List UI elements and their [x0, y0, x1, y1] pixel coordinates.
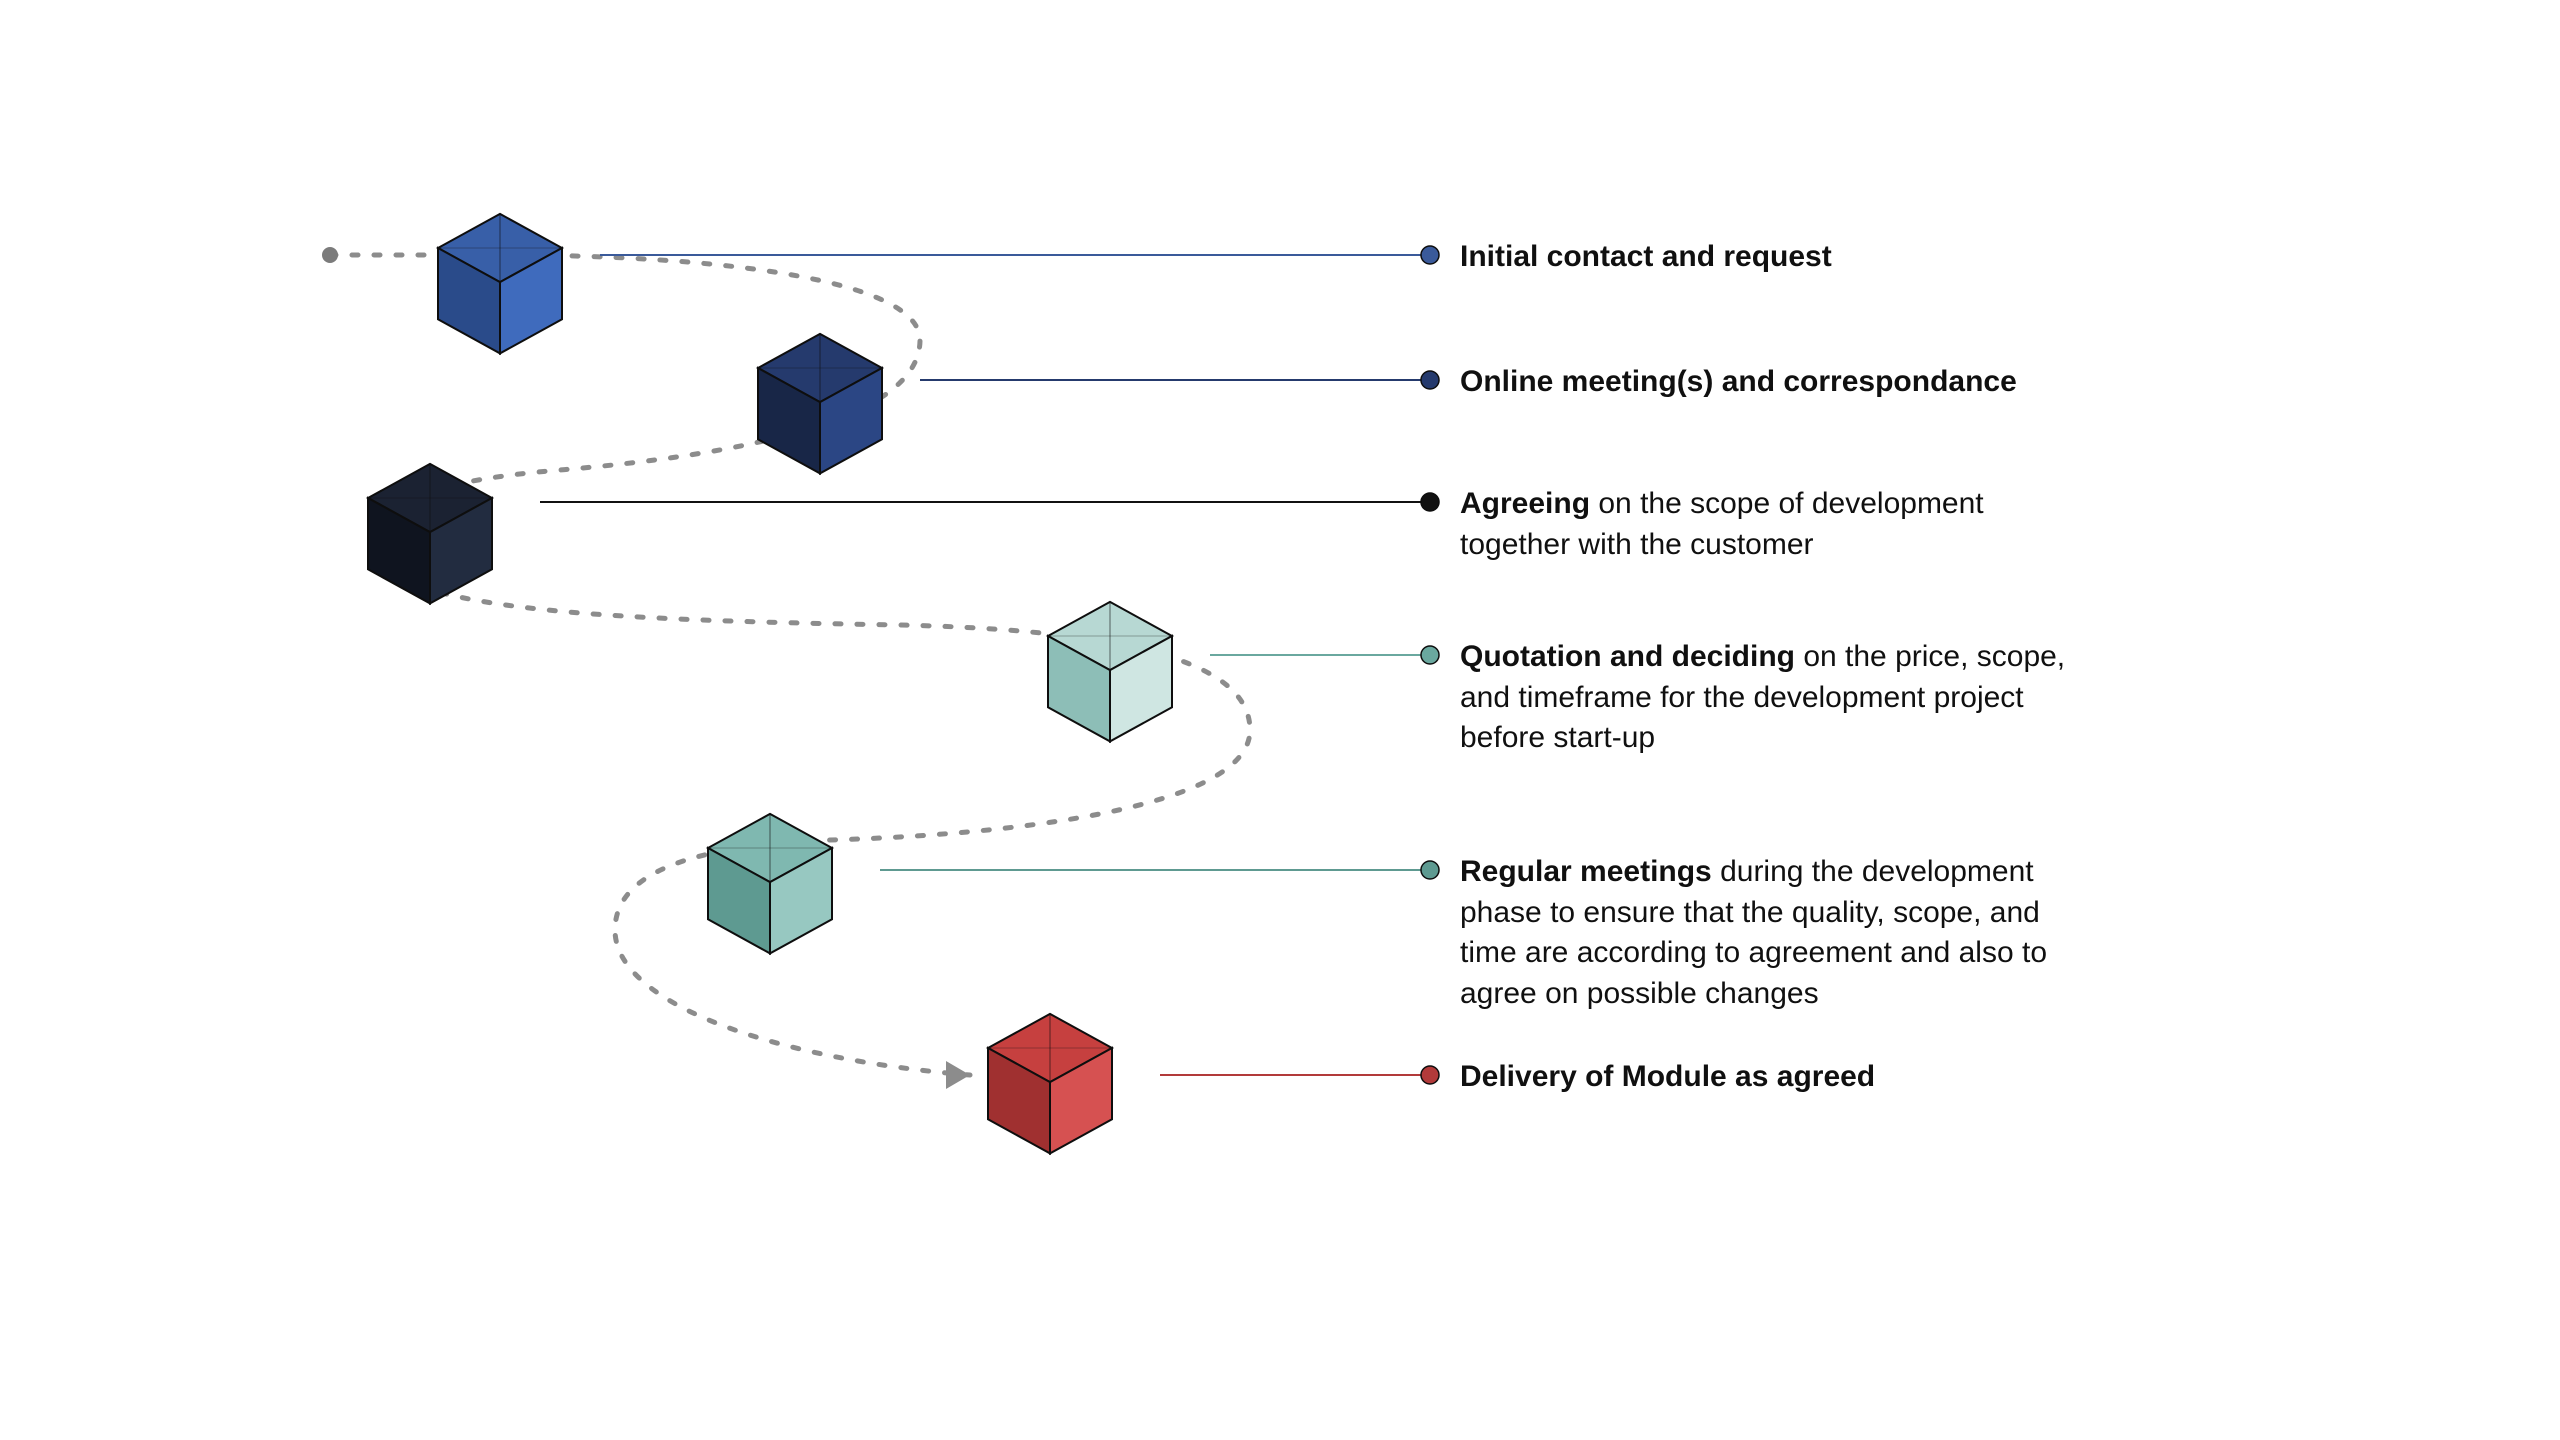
step5-bullet — [1421, 861, 1439, 879]
step4-label-bold: Quotation and deciding — [1460, 640, 1795, 673]
path-start-dot — [322, 247, 338, 263]
step6-label-bold: Delivery of Module as agreed — [1460, 1060, 1875, 1093]
path-arrowhead — [946, 1061, 970, 1089]
cube — [708, 814, 832, 954]
step5-label-bold: Regular meetings — [1460, 855, 1712, 888]
step2-label: Online meeting(s) and correspondance — [1460, 362, 2100, 403]
cube — [368, 464, 492, 604]
diagram-svg — [0, 0, 2560, 1440]
step2-bullet — [1421, 371, 1439, 389]
step4-bullet — [1421, 646, 1439, 664]
cube — [988, 1014, 1112, 1154]
step2-label-bold: Online meeting(s) and correspondance — [1460, 365, 2017, 398]
step1-label-bold: Initial contact and request — [1460, 240, 1832, 273]
step6-bullet — [1421, 1066, 1439, 1084]
cube — [1048, 602, 1172, 742]
step1-label: Initial contact and request — [1460, 237, 2100, 278]
step3-label-bold: Agreeing — [1460, 487, 1590, 520]
step6-label: Delivery of Module as agreed — [1460, 1057, 2100, 1098]
step1-bullet — [1421, 246, 1439, 264]
step4-label: Quotation and deciding on the price, sco… — [1460, 637, 2100, 759]
cube — [758, 334, 882, 474]
process-diagram: Initial contact and request Online meetin… — [0, 0, 2560, 1440]
step3-bullet — [1421, 493, 1439, 511]
cube — [438, 214, 562, 354]
step3-label: Agreeing on the scope of development tog… — [1460, 484, 2100, 565]
step5-label: Regular meetings during the development … — [1460, 852, 2100, 1014]
